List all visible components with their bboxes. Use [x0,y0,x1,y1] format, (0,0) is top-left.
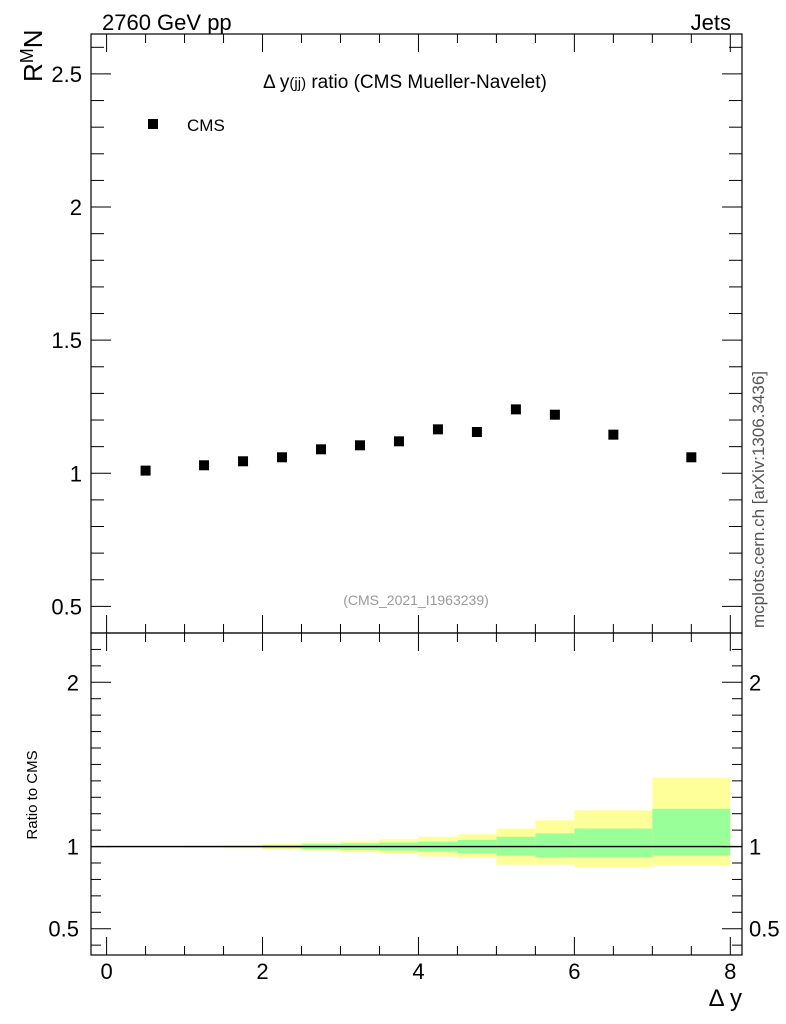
x-tick-label: 0 [100,959,112,984]
ratio-y-tick-label: 1 [67,835,79,860]
ratio-plot-area: 0.5 0.5 1 1 2 2 0 2 4 6 8 [48,632,780,984]
data-point-cms [393,436,404,447]
x-axis-label: Δ y [709,985,742,1012]
analysis-watermark: (CMS_2021_I1963239) [343,592,489,608]
data-point-cms [277,452,288,463]
ratio-y-tick-label-right: 1 [749,835,761,860]
data-point-cms [315,444,326,455]
data-point-cms [510,404,521,415]
main-plot-area: 0.5 1 1.5 2 2.5 [51,33,743,634]
data-point-cms [432,424,443,435]
data-point-cms [140,465,151,476]
ratio-y-tick-label: 2 [67,670,79,695]
data-point-cms [199,460,210,471]
energy-label: 2760 GeV pp [102,10,232,35]
data-point-cms [549,409,560,420]
ratio-band-inner [574,828,653,858]
main-ylabel: RMN [17,29,48,82]
x-tick-label: 6 [568,959,580,984]
ratio-y-tick-label-right: 2 [749,670,761,695]
ratio-y-tick-label-right: 0.5 [749,917,780,942]
main-title: Δ y(jj) ratio (CMS Mueller-Navelet) [263,72,547,93]
x-tick-label: 8 [724,959,736,984]
main-y-tick-label: 0.5 [51,594,82,619]
ratio-y-tick-label: 0.5 [48,917,79,942]
main-y-tick-label: 2 [70,195,82,220]
ratio-band-inner [652,808,731,856]
process-label: Jets [691,10,731,35]
data-point-cms [238,456,249,467]
legend-label-cms: CMS [187,116,225,135]
legend-marker-cms [148,119,158,129]
x-tick-label: 4 [412,959,424,984]
data-point-cms [608,429,619,440]
main-y-tick-label: 1 [70,461,82,486]
ratio-band-inner [535,833,575,858]
side-label: mcplots.cern.ch [arXiv:1306.3436] [749,371,768,628]
data-point-cms [686,452,697,463]
ratio-ylabel: Ratio to CMS [24,750,41,839]
ratio-frame [90,632,743,956]
data-point-cms [354,440,365,451]
main-y-tick-label: 1.5 [51,328,82,353]
main-y-tick-label: 2.5 [51,62,82,87]
data-point-cms [471,427,482,438]
x-tick-label: 2 [256,959,268,984]
